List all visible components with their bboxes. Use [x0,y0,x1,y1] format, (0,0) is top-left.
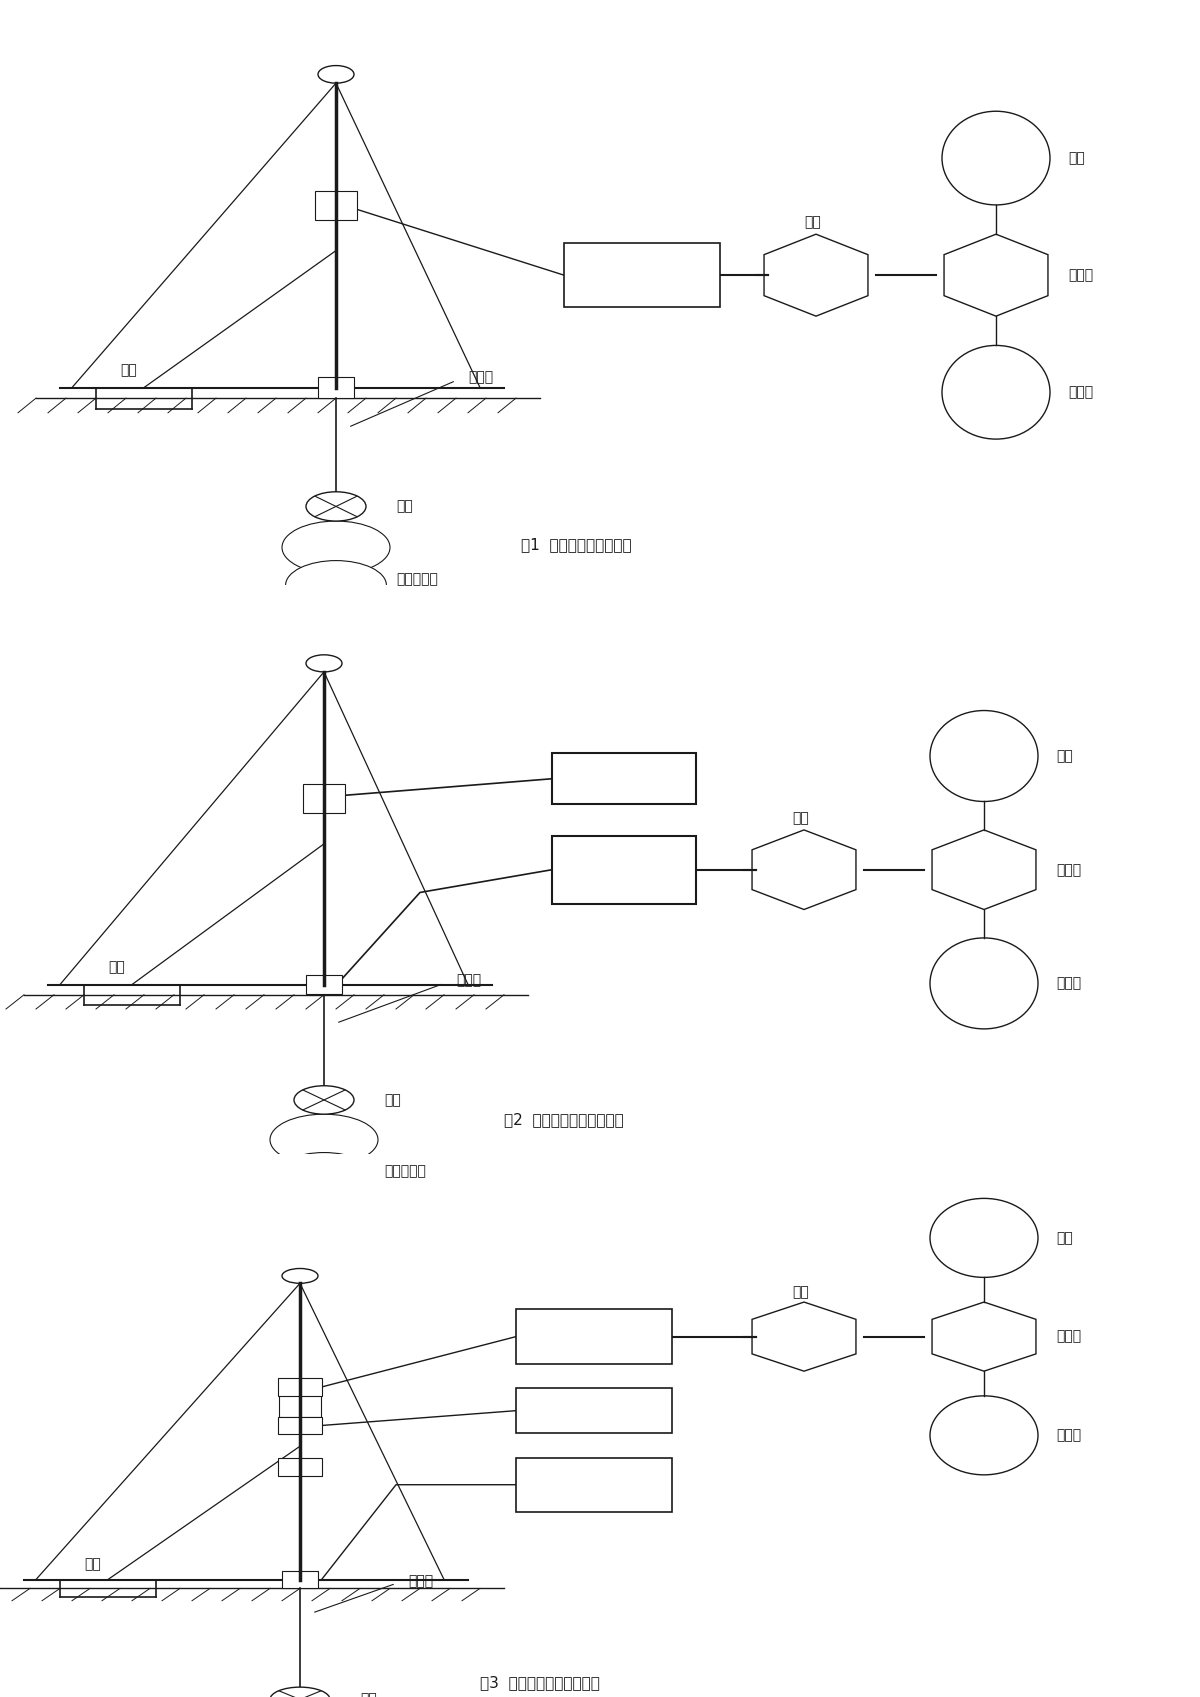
Bar [278,1378,322,1397]
Text: 水箱: 水箱 [1068,151,1085,165]
Circle shape [270,1115,378,1166]
Text: 水泥仓: 水泥仓 [1056,1429,1081,1442]
Text: 空压机: 空压机 [583,1403,605,1417]
Text: 水箱: 水箱 [1056,1230,1073,1246]
Circle shape [277,1191,371,1235]
Bar [314,190,358,221]
Bar [564,243,720,307]
Text: 图1  单管旋喷注浆示意图: 图1 单管旋喷注浆示意图 [521,536,631,552]
Bar [278,1392,322,1417]
Circle shape [282,521,390,574]
Text: 注浆管: 注浆管 [456,974,481,988]
Circle shape [281,1229,367,1271]
Circle shape [294,1086,354,1115]
Text: 水箱: 水箱 [1056,748,1073,764]
Text: 旋喷固结体: 旋喷固结体 [384,1164,426,1178]
Circle shape [289,601,383,647]
Text: 空压机: 空压机 [613,772,635,786]
Text: 图2  二重管旋喷注浆示意图: 图2 二重管旋喷注浆示意图 [504,1112,624,1127]
Text: 喷头: 喷头 [396,499,413,514]
Bar [516,1388,672,1432]
Bar [516,1310,672,1364]
Bar [318,377,354,397]
Text: 浆桶: 浆桶 [792,811,809,825]
Bar [302,784,346,813]
Text: 搅拌机: 搅拌机 [1056,1330,1081,1344]
Text: 喷头: 喷头 [360,1692,377,1697]
Text: 旋喷固结体: 旋喷固结体 [396,572,438,587]
Circle shape [293,640,379,682]
Text: 浆桶: 浆桶 [792,1285,809,1300]
Text: 浆桶: 浆桶 [804,216,821,229]
Text: 喷头: 喷头 [384,1093,401,1106]
Text: 水泥仓: 水泥仓 [1056,976,1081,991]
Text: 高压泥
浆泵: 高压泥 浆泵 [583,1322,605,1351]
Text: 高压泥浆
泵: 高压泥浆 泵 [610,855,640,884]
Text: 注浆管: 注浆管 [408,1575,433,1588]
Text: 水泥仓: 水泥仓 [1068,385,1093,399]
Circle shape [286,560,386,609]
Text: 搅拌机: 搅拌机 [1056,862,1081,877]
Text: 注浆管: 注浆管 [468,370,493,385]
Bar [552,835,696,905]
Text: 钻机: 钻机 [120,363,137,377]
Circle shape [270,1687,330,1697]
Bar [516,1458,672,1512]
Bar [552,753,696,804]
Text: 高压泥浆
泵: 高压泥浆 泵 [628,261,658,288]
Circle shape [306,492,366,521]
Bar [278,1458,322,1476]
Bar [306,974,342,994]
Bar [278,1417,322,1434]
Text: 图3  三重管旋喷注浆示意图: 图3 三重管旋喷注浆示意图 [480,1675,600,1690]
Text: 钻机: 钻机 [108,961,125,974]
Text: 搅拌机: 搅拌机 [1068,268,1093,282]
Text: 高压清
水泵: 高压清 水泵 [583,1471,605,1498]
Circle shape [274,1152,374,1200]
Bar [282,1571,318,1588]
Text: 钻机: 钻机 [84,1558,101,1571]
